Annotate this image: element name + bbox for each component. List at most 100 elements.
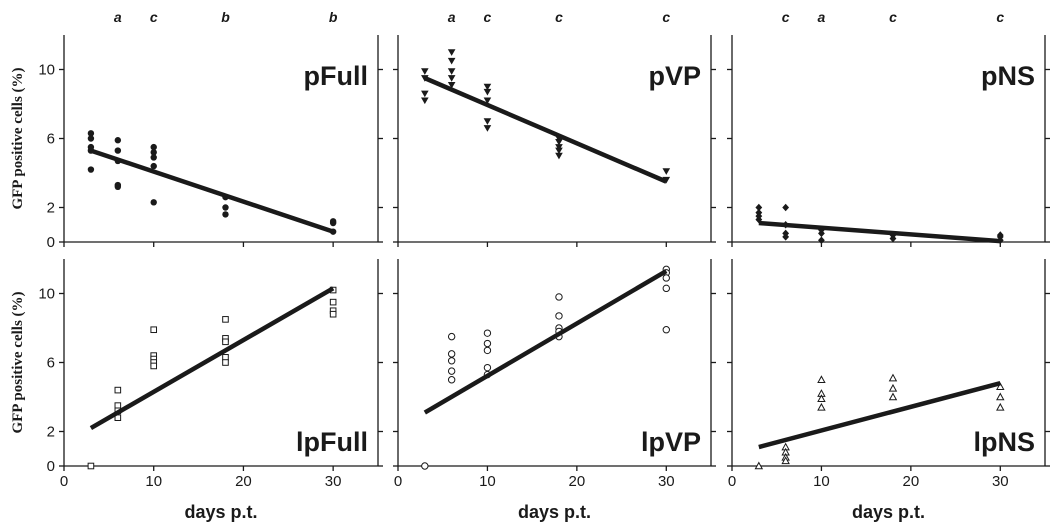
data-point xyxy=(150,143,157,151)
data-point xyxy=(447,49,456,56)
significance-letter: a xyxy=(114,9,122,25)
panel-title: pFull xyxy=(304,61,368,91)
panel-lpFull: 0 2 6 10 0 10 20 30 lpFull days p.t. GFP positive … xyxy=(10,259,383,522)
data-point xyxy=(421,68,429,75)
y-axis-label: GFP positive cells (%) xyxy=(10,291,26,433)
data-point xyxy=(662,284,670,293)
data-point xyxy=(447,75,456,82)
data-point xyxy=(87,462,95,470)
y-tick-label: 0 xyxy=(47,458,55,475)
data-point xyxy=(662,274,670,282)
x-tick-label: 30 xyxy=(992,473,1009,490)
data-point xyxy=(447,68,456,75)
significance-letter: c xyxy=(662,9,670,25)
data-point xyxy=(447,357,456,365)
data-point xyxy=(421,97,429,105)
x-tick-label: 0 xyxy=(394,473,402,490)
data-point xyxy=(817,394,826,403)
x-axis-label: days p.t. xyxy=(184,502,257,522)
data-point xyxy=(555,312,563,320)
significance-letter: c xyxy=(484,9,492,25)
data-point xyxy=(329,298,337,306)
x-tick-label: 30 xyxy=(325,473,342,490)
x-tick-label: 10 xyxy=(145,473,162,490)
data-point xyxy=(996,402,1005,411)
trend-line xyxy=(758,381,1001,450)
y-tick-label: 10 xyxy=(38,62,55,79)
data-point xyxy=(329,310,337,318)
data-point xyxy=(888,373,898,382)
data-point xyxy=(818,236,825,245)
x-tick-label: 10 xyxy=(813,473,830,490)
data-point xyxy=(150,162,157,170)
panel-title: lpVP xyxy=(641,427,701,457)
data-point xyxy=(87,166,95,173)
panel-title: pNS xyxy=(981,61,1035,91)
panel-pNS: c a c c pNS xyxy=(727,9,1050,247)
data-point xyxy=(114,147,122,154)
data-point xyxy=(150,362,158,370)
data-point xyxy=(483,346,492,355)
data-point xyxy=(555,147,563,155)
data-point xyxy=(87,135,95,142)
data-point xyxy=(483,363,492,372)
y-axis-label: GFP positive cells (%) xyxy=(10,67,26,209)
data-point xyxy=(889,234,897,243)
data-point xyxy=(817,402,826,411)
significance-letter: c xyxy=(889,9,897,25)
trend-line xyxy=(90,148,334,234)
data-point xyxy=(754,461,764,470)
trend-line xyxy=(423,269,668,415)
x-tick-label: 20 xyxy=(569,473,586,490)
significance-letter: b xyxy=(329,9,338,25)
panel-lpVP: 0 10 20 30 lpVP days p.t. xyxy=(393,259,716,522)
data-point xyxy=(781,456,790,465)
y-tick-label: 2 xyxy=(47,200,55,217)
data-point xyxy=(782,233,790,241)
y-tick-label: 6 xyxy=(47,355,55,372)
data-point xyxy=(447,350,456,358)
data-point xyxy=(818,229,825,238)
data-point xyxy=(782,203,790,212)
data-point xyxy=(483,339,492,348)
y-tick-label: 6 xyxy=(47,131,55,148)
data-point xyxy=(114,386,122,394)
data-point xyxy=(755,203,763,212)
significance-letter: a xyxy=(448,9,456,25)
data-point xyxy=(555,144,563,151)
significance-letter: c xyxy=(555,9,563,25)
data-point xyxy=(222,316,229,323)
data-point xyxy=(483,125,492,132)
data-point xyxy=(888,392,898,401)
data-point xyxy=(662,168,671,175)
data-point xyxy=(662,326,670,334)
data-point xyxy=(150,149,157,156)
significance-letter: c xyxy=(782,9,790,25)
panel-title: lpNS xyxy=(973,427,1035,457)
x-tick-label: 0 xyxy=(60,473,68,490)
data-point xyxy=(421,462,429,470)
data-point xyxy=(483,88,492,96)
data-point xyxy=(888,383,898,392)
panel-title: pVP xyxy=(648,61,701,91)
data-point xyxy=(447,57,456,65)
y-tick-label: 2 xyxy=(47,424,55,441)
data-point xyxy=(483,97,492,105)
panel-title: lpFull xyxy=(296,427,368,457)
x-tick-label: 20 xyxy=(235,473,252,490)
panel-lpNS: 0 10 20 30 lpNS days p.t. xyxy=(727,259,1050,522)
significance-letter: c xyxy=(150,9,158,25)
data-point xyxy=(447,376,456,384)
data-point xyxy=(114,183,122,190)
data-point xyxy=(222,211,229,218)
data-point xyxy=(421,90,429,98)
panel-pVP: a c c c pVP xyxy=(393,9,716,247)
data-point xyxy=(555,293,563,301)
y-tick-label: 10 xyxy=(38,286,55,303)
panel-pFull: 0 2 6 10 a c b b pFull GFP positive cells (%) xyxy=(10,9,383,251)
data-point xyxy=(555,152,563,160)
trend-line xyxy=(758,220,1001,244)
y-tick-label: 0 xyxy=(47,234,55,251)
data-point xyxy=(483,83,492,91)
